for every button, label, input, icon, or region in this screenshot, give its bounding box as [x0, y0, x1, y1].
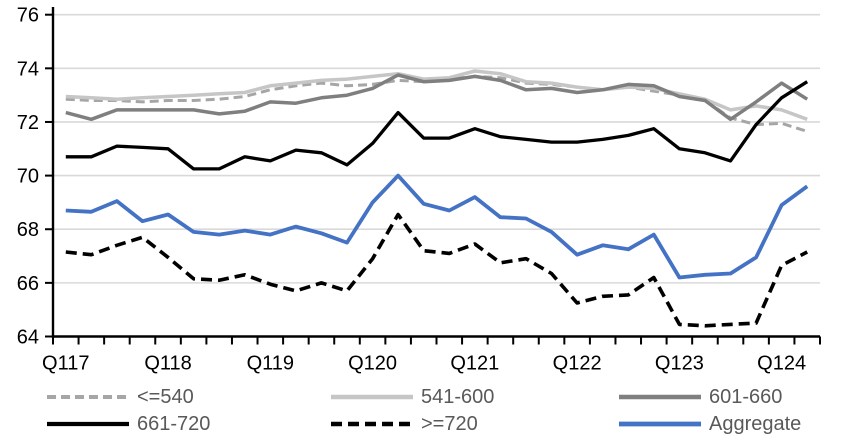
legend-label: 541-600 — [421, 385, 495, 408]
x-axis-tick-label: Q124 — [757, 353, 806, 375]
y-axis-tick-label: 64 — [17, 327, 39, 349]
x-axis-tick-label: Q117 — [42, 353, 89, 375]
y-axis-tick-label: 66 — [17, 273, 39, 295]
chart-legend: <=540 541-600 601-660 661-720 >=720 — [0, 382, 852, 442]
legend-label: 661-720 — [137, 412, 211, 435]
x-axis-tick-label: Q120 — [348, 353, 397, 375]
legend-row-2: 661-720 >=720 Aggregate — [0, 411, 852, 437]
y-axis-tick-label: 68 — [17, 219, 39, 241]
legend-line-sample-blue — [619, 421, 701, 427]
legend-row-1: <=540 541-600 601-660 — [0, 384, 852, 410]
series-line-541-600 — [65, 69, 808, 121]
legend-item-aggregate: Aggregate — [618, 411, 801, 437]
legend-line-sample-dashed-gray — [47, 395, 129, 399]
legend-item-ge720: >=720 — [330, 411, 478, 437]
y-axis-tick-label: 74 — [17, 58, 39, 80]
legend-item-661-720: 661-720 — [46, 411, 210, 437]
legend-line-sample-lightgray — [331, 394, 413, 400]
legend-item-le540: <=540 — [46, 384, 194, 410]
legend-line-sample-dashed-black — [331, 421, 413, 427]
legend-label: <=540 — [137, 385, 194, 408]
legend-item-601-660: 601-660 — [618, 384, 782, 410]
series-line--720 — [65, 212, 809, 328]
series-line-601-660 — [65, 73, 809, 122]
x-axis-tick-label: Q119 — [247, 353, 294, 375]
legend-line-sample-black — [47, 421, 129, 427]
series-line-aggregate — [65, 173, 809, 280]
y-axis-tick-label: 76 — [17, 5, 39, 27]
legend-item-541-600: 541-600 — [330, 384, 494, 410]
legend-line-sample-darkgray — [619, 394, 701, 400]
x-axis-tick-label: Q122 — [553, 353, 602, 375]
x-axis-tick-label: Q118 — [144, 353, 191, 375]
legend-label: 601-660 — [709, 385, 783, 408]
series-line--540 — [65, 74, 808, 133]
legend-label: Aggregate — [709, 412, 802, 435]
x-axis-tick-label: Q123 — [655, 353, 704, 375]
legend-label: >=720 — [421, 412, 478, 435]
x-axis-tick-label: Q121 — [450, 353, 499, 375]
y-axis-tick-label: 70 — [17, 166, 39, 188]
y-axis-tick-label: 72 — [17, 112, 39, 134]
series-line-661-720 — [65, 80, 809, 171]
